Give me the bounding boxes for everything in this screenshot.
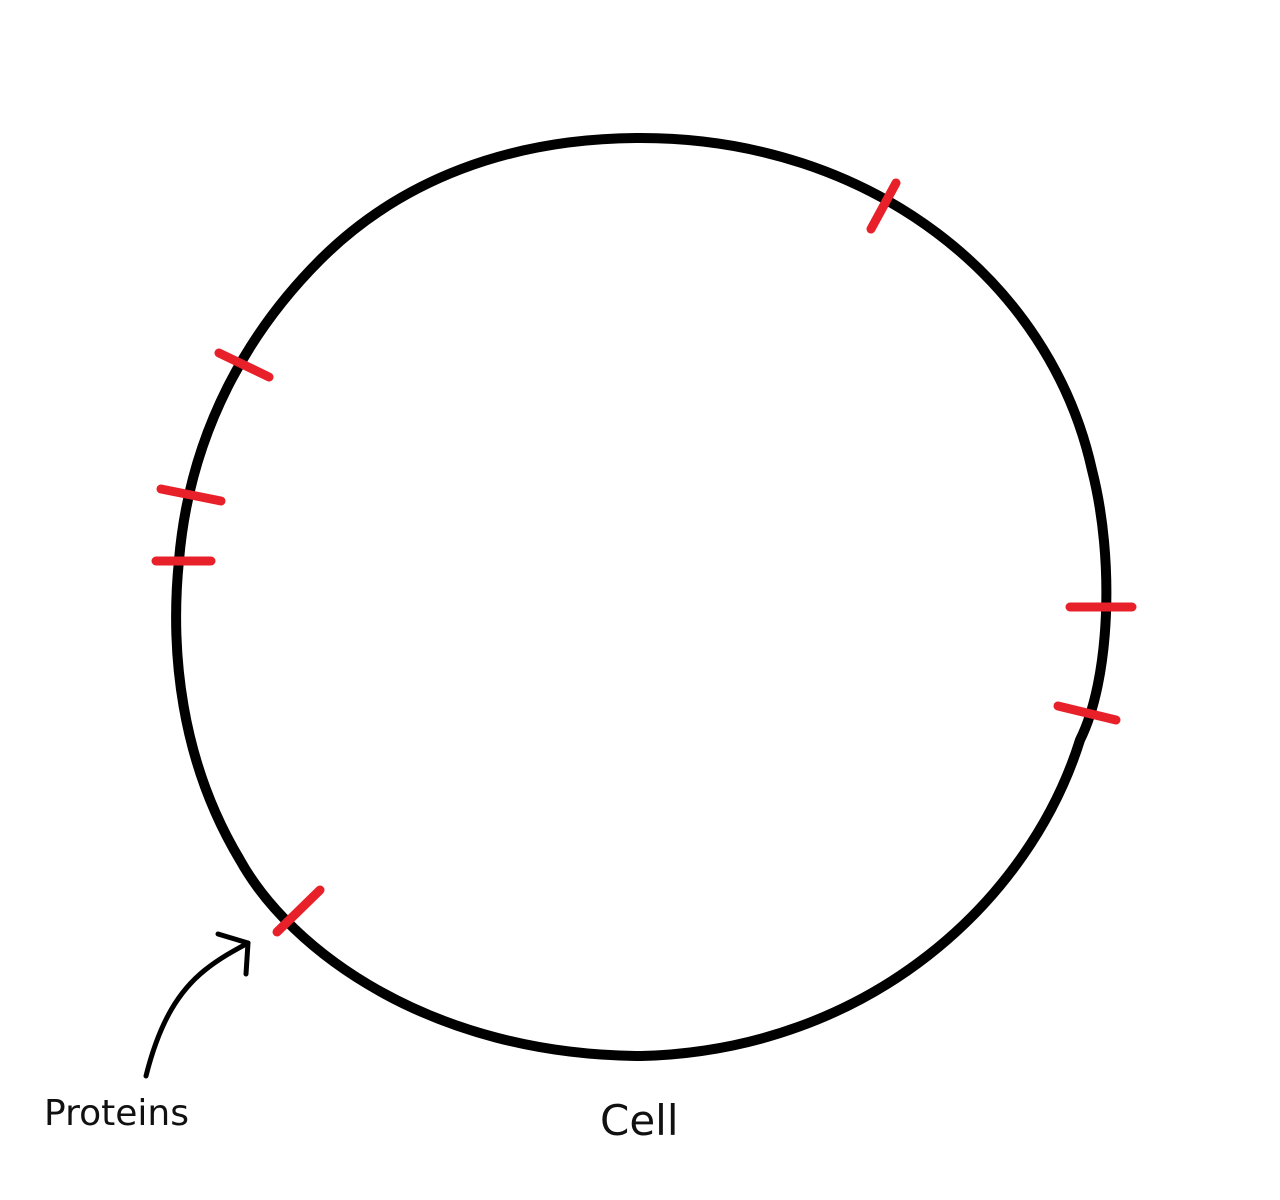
cell-label: Cell <box>600 1096 679 1145</box>
proteins-label: Proteins <box>44 1093 189 1134</box>
cell-membrane <box>171 133 1112 1061</box>
arrow-head <box>215 931 251 977</box>
protein-mark <box>214 348 274 382</box>
protein-mark <box>156 484 226 506</box>
protein-mark <box>866 178 901 234</box>
protein-mark <box>272 885 325 937</box>
arrow-shaft <box>143 940 251 1079</box>
proteins-group <box>151 178 1137 937</box>
protein-mark <box>1053 701 1121 725</box>
curved-arrow-icon <box>143 931 251 1079</box>
